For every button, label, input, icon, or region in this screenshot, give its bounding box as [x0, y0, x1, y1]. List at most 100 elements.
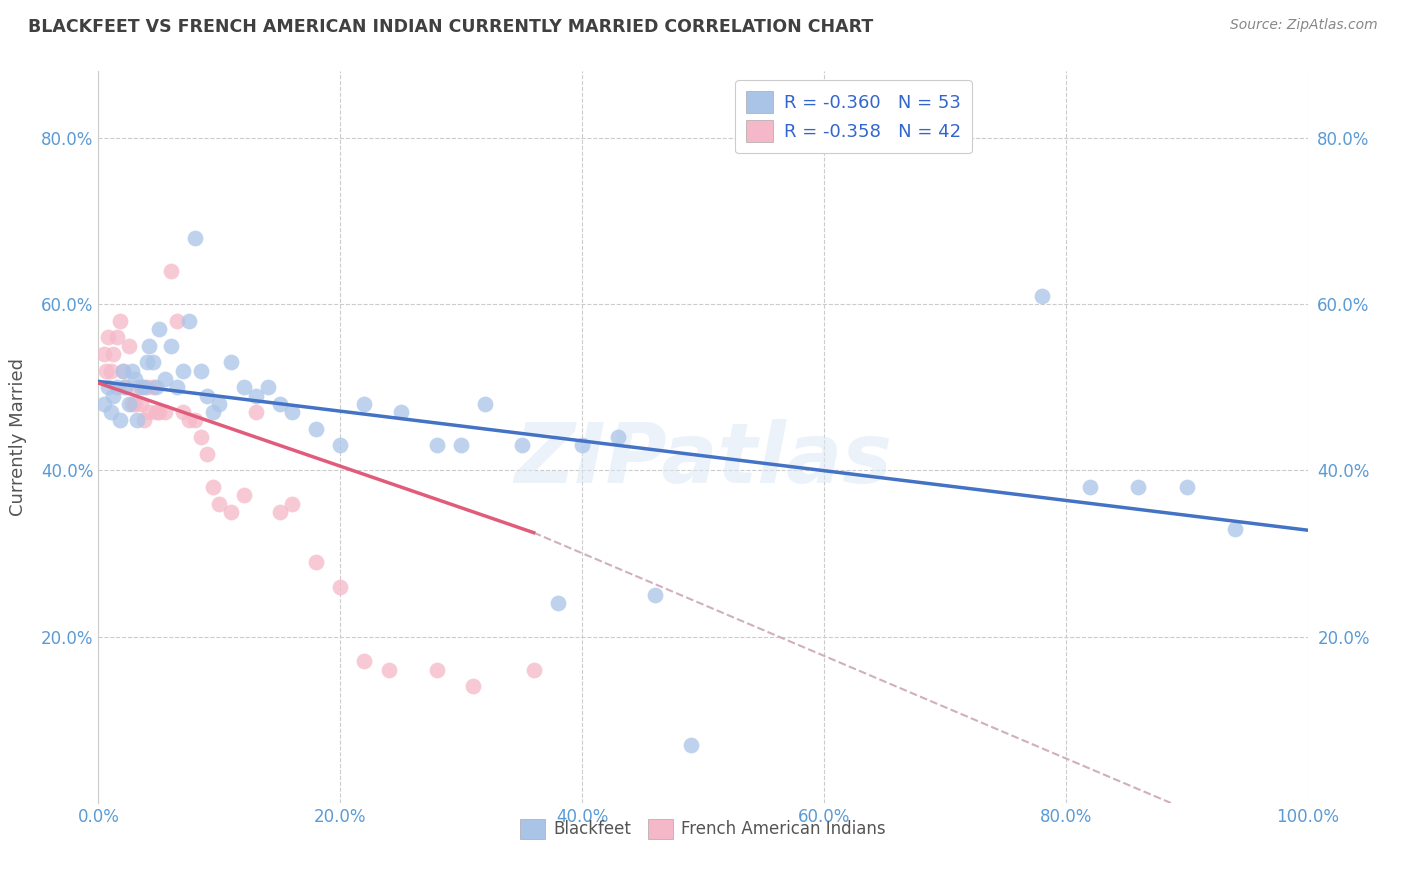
Point: [208, 397, 231, 411]
Point: [221, 505, 243, 519]
Point: [377, 663, 399, 677]
Point: [353, 397, 375, 411]
Point: [100, 363, 122, 377]
Point: [118, 338, 141, 352]
Point: [145, 380, 167, 394]
Point: [1128, 480, 1150, 494]
Point: [329, 580, 352, 594]
Point: [1078, 480, 1101, 494]
Point: [148, 405, 170, 419]
Point: [138, 405, 160, 419]
Point: [184, 413, 207, 427]
Point: [160, 264, 183, 278]
Point: [245, 388, 267, 402]
Point: [221, 355, 243, 369]
Y-axis label: Currently Married: Currently Married: [10, 358, 27, 516]
Point: [138, 338, 160, 352]
Point: [281, 497, 304, 511]
Text: Source: ZipAtlas.com: Source: ZipAtlas.com: [1230, 18, 1378, 32]
Point: [1031, 289, 1053, 303]
Point: [153, 405, 176, 419]
Point: [208, 497, 231, 511]
Point: [523, 663, 546, 677]
Point: [679, 738, 702, 752]
Point: [100, 405, 122, 419]
Point: [114, 380, 136, 394]
Point: [329, 438, 352, 452]
Point: [129, 380, 152, 394]
Point: [153, 372, 176, 386]
Point: [269, 505, 291, 519]
Text: ZIPatlas: ZIPatlas: [515, 418, 891, 500]
Point: [195, 447, 218, 461]
Point: [134, 413, 156, 427]
Point: [93, 347, 115, 361]
Point: [202, 405, 225, 419]
Point: [571, 438, 593, 452]
Point: [94, 363, 117, 377]
Point: [607, 430, 630, 444]
Point: [202, 480, 225, 494]
Point: [111, 363, 134, 377]
Point: [232, 488, 254, 502]
Point: [172, 405, 194, 419]
Point: [269, 397, 291, 411]
Point: [305, 422, 328, 436]
Point: [129, 397, 152, 411]
Point: [305, 555, 328, 569]
Point: [172, 363, 194, 377]
Legend: Blackfeet, French American Indians: Blackfeet, French American Indians: [513, 812, 893, 846]
Point: [97, 380, 120, 394]
Point: [166, 380, 188, 394]
Point: [166, 314, 188, 328]
Point: [232, 380, 254, 394]
Point: [190, 430, 212, 444]
Point: [195, 388, 218, 402]
Point: [426, 438, 449, 452]
Point: [190, 363, 212, 377]
Point: [105, 380, 128, 394]
Point: [547, 596, 569, 610]
Point: [245, 405, 267, 419]
Point: [450, 438, 472, 452]
Point: [389, 405, 412, 419]
Point: [281, 405, 304, 419]
Point: [1175, 480, 1198, 494]
Point: [111, 363, 134, 377]
Point: [148, 322, 170, 336]
Point: [142, 355, 165, 369]
Point: [353, 655, 375, 669]
Point: [93, 397, 115, 411]
Point: [121, 397, 143, 411]
Point: [108, 314, 131, 328]
Point: [1223, 521, 1246, 535]
Point: [124, 397, 146, 411]
Point: [127, 413, 149, 427]
Point: [474, 397, 496, 411]
Point: [179, 314, 201, 328]
Point: [124, 372, 146, 386]
Point: [101, 388, 124, 402]
Point: [114, 380, 136, 394]
Point: [135, 380, 157, 394]
Point: [127, 380, 149, 394]
Point: [463, 680, 485, 694]
Point: [160, 338, 183, 352]
Point: [145, 405, 167, 419]
Point: [97, 330, 120, 344]
Point: [142, 380, 165, 394]
Point: [121, 363, 143, 377]
Point: [256, 380, 278, 394]
Point: [101, 347, 124, 361]
Point: [179, 413, 201, 427]
Point: [134, 380, 156, 394]
Point: [135, 355, 157, 369]
Point: [184, 230, 207, 244]
Text: BLACKFEET VS FRENCH AMERICAN INDIAN CURRENTLY MARRIED CORRELATION CHART: BLACKFEET VS FRENCH AMERICAN INDIAN CURR…: [28, 18, 873, 36]
Point: [105, 330, 128, 344]
Point: [426, 663, 449, 677]
Point: [118, 397, 141, 411]
Point: [510, 438, 533, 452]
Point: [644, 588, 666, 602]
Point: [108, 413, 131, 427]
